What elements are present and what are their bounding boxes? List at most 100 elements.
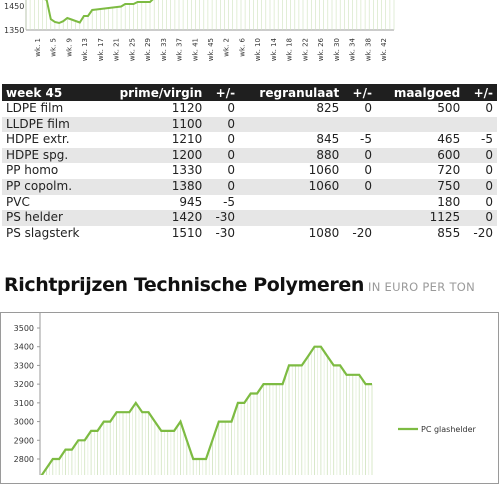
table-cell: 855 — [437, 225, 461, 240]
top-x-label: wk. 22 — [301, 38, 309, 61]
y-tick-label: 3000 — [14, 418, 34, 427]
table-cell — [239, 116, 344, 133]
top-x-label: wk. 37 — [176, 38, 184, 61]
table-cell: 0 — [206, 116, 240, 133]
header-regranulaat: regranulaat — [239, 84, 344, 101]
table-cell: 0 — [227, 132, 236, 147]
table-cell: 0 — [464, 178, 497, 195]
table-cell: 0 — [485, 194, 493, 209]
y-tick-label: 2800 — [14, 455, 34, 464]
top-x-label: wk. 21 — [113, 38, 121, 61]
top-chart-line — [44, 0, 154, 25]
top-x-label: wk. 30 — [333, 38, 341, 61]
table-row: HDPE spg. 1200 0 880 0 600 0 — [2, 147, 497, 164]
top-x-label: wk. 34 — [349, 37, 357, 61]
table-cell — [343, 210, 376, 226]
price-table: week 45 prime/virgin +/- regranulaat +/-… — [2, 84, 497, 241]
header-delta-1: +/- — [206, 84, 240, 101]
table-cell: 0 — [206, 178, 240, 195]
top-x-label: wk. 18 — [286, 38, 294, 61]
table-cell: 0 — [343, 147, 376, 164]
header-week: week 45 — [2, 84, 99, 101]
table-cell: 0 — [227, 163, 236, 178]
top-x-label: wk. 14 — [270, 37, 278, 61]
top-x-label: wk. 1 — [34, 38, 42, 57]
top-x-label: wk. 6 — [238, 37, 246, 56]
table-cell — [239, 210, 344, 226]
table-cell: 1380 — [98, 178, 207, 195]
y-tick-label: 3300 — [14, 361, 34, 370]
row-label: PP homo — [6, 163, 59, 178]
top-x-label: wk. 25 — [128, 38, 136, 61]
table-cell: 180 — [437, 194, 461, 209]
table-cell: 1510 — [171, 225, 203, 240]
table-cell: 0 — [364, 163, 372, 178]
table-cell — [343, 195, 376, 211]
table-cell: 0 — [343, 178, 376, 195]
top-x-label: wk. 2 — [223, 38, 231, 57]
legend-label: PC glashelder — [421, 425, 477, 434]
table-row: LDPE film 1120 0 825 0 500 0 — [2, 101, 497, 117]
table-row: PVC 945 -5 180 0 — [2, 195, 497, 211]
top-y-tick-1450: 1450 — [4, 2, 24, 11]
header-maalgoed: maalgoed — [375, 84, 465, 101]
top-x-label: wk. 29 — [144, 38, 152, 61]
table-row: HDPE extr. 1210 0 845 -5 465 -5 — [2, 132, 497, 148]
y-tick-label: 2900 — [14, 436, 34, 445]
table-cell: 1125 — [375, 210, 465, 226]
table-cell: -5 — [223, 194, 236, 209]
table-cell: 1420 — [98, 210, 207, 226]
table-cell: 1120 — [171, 101, 203, 115]
row-label: HDPE extr. — [6, 132, 70, 147]
top-x-label: wk. 26 — [317, 37, 325, 61]
y-tick-label: 3100 — [14, 399, 34, 408]
table-cell — [239, 195, 343, 211]
y-tick-label: 3400 — [14, 343, 34, 352]
table-cell: -30 — [206, 210, 240, 226]
top-price-chart: 1450 1350 wk. 1 wk. 5 wk. 9 wk. 13 wk. 17 wk.… — [4, 0, 395, 61]
row-label: LLDPE film — [2, 116, 99, 133]
table-cell: 825 — [316, 101, 340, 115]
table-cell: 1100 — [98, 116, 207, 133]
top-x-label: wk. 9 — [65, 38, 73, 57]
table-cell: 1330 — [171, 163, 203, 178]
table-cell: 1060 — [239, 178, 344, 195]
table-cell: 0 — [364, 101, 372, 115]
table-cell: 1080 — [308, 225, 340, 240]
table-cell: 1200 — [98, 147, 207, 164]
table-row: PP homo 1330 0 1060 0 720 0 — [2, 163, 497, 179]
header-delta-2: +/- — [343, 84, 376, 101]
table-header-row: week 45 prime/virgin +/- regranulaat +/-… — [2, 84, 497, 101]
row-label: PS helder — [2, 210, 99, 226]
header-prime: prime/virgin — [98, 84, 207, 101]
table-row: PS slagsterk 1510 -30 1080 -20 855 -20 — [2, 226, 497, 242]
table-cell: 0 — [485, 163, 493, 178]
pc-price-chart: 3500 3400 3300 3200 3100 3000 2900 2800 PC glas… — [14, 312, 477, 475]
top-x-label: wk. 17 — [97, 38, 105, 61]
top-x-label: wk. 42 — [380, 38, 388, 61]
table-cell: 600 — [375, 147, 465, 164]
table-row: LLDPE film 1100 0 — [2, 116, 497, 133]
section-title: Richtprijzen Technische Polymeren IN EURO… — [4, 274, 475, 296]
row-label: PVC — [6, 194, 30, 209]
table-cell: 750 — [375, 178, 465, 195]
top-y-tick-1350: 1350 — [4, 26, 24, 35]
top-x-label: wk. 13 — [81, 38, 89, 61]
table-cell: 0 — [464, 210, 497, 226]
table-cell: -20 — [473, 225, 493, 240]
table-cell: 845 — [316, 132, 340, 147]
table-cell: 945 — [179, 194, 203, 209]
table-cell: 1210 — [171, 132, 203, 147]
row-label: PS slagsterk — [6, 225, 80, 240]
top-x-label: wk. 38 — [364, 38, 372, 61]
table-cell: -5 — [360, 132, 372, 147]
top-x-label: wk. 5 — [50, 38, 58, 57]
section-title-text: Richtprijzen Technische Polymeren — [4, 274, 364, 296]
pc-price-line — [40, 345, 372, 475]
bottom-chart-frame — [0, 312, 499, 484]
table-row: PP copolm. 1380 0 1060 0 750 0 — [2, 178, 497, 195]
header-delta-3: +/- — [464, 84, 497, 101]
table-cell — [375, 116, 465, 133]
top-x-label: wk. 10 — [254, 38, 262, 61]
table-cell: -5 — [481, 132, 493, 147]
